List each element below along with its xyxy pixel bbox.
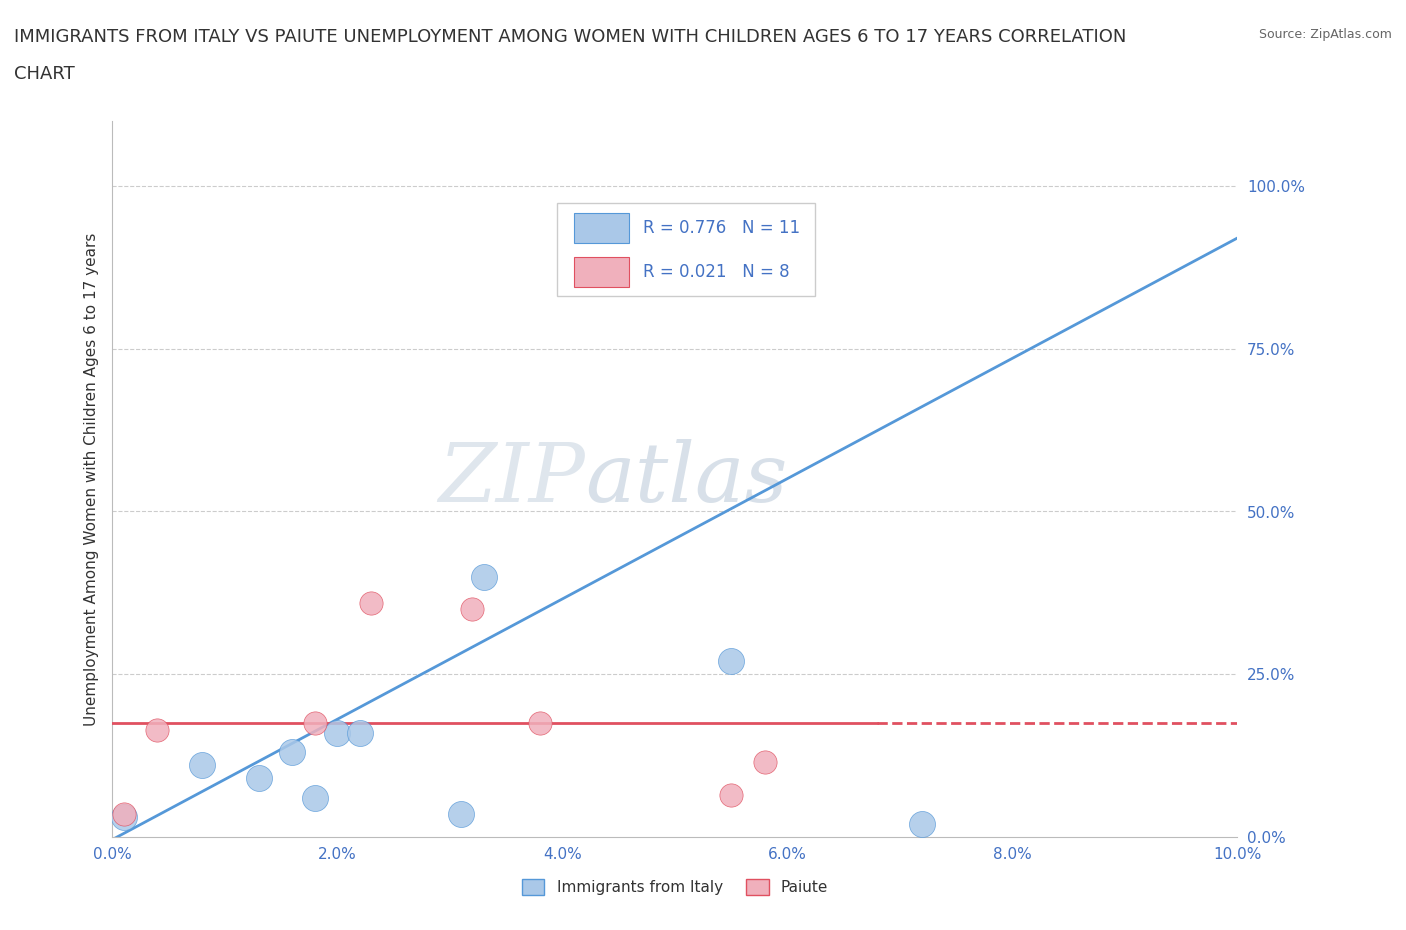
Point — [450, 807, 472, 822]
Point — [754, 755, 776, 770]
Text: IMMIGRANTS FROM ITALY VS PAIUTE UNEMPLOYMENT AMONG WOMEN WITH CHILDREN AGES 6 TO: IMMIGRANTS FROM ITALY VS PAIUTE UNEMPLOY… — [14, 28, 1126, 46]
Point — [112, 810, 135, 825]
Point — [472, 569, 495, 584]
Text: R = 0.776   N = 11: R = 0.776 N = 11 — [644, 219, 800, 236]
Point — [720, 787, 742, 802]
Text: ZIP: ZIP — [439, 439, 585, 519]
Point — [191, 758, 214, 773]
Text: R = 0.021   N = 8: R = 0.021 N = 8 — [644, 263, 790, 281]
Point — [247, 771, 270, 786]
Point — [281, 745, 304, 760]
Text: CHART: CHART — [14, 65, 75, 83]
Point — [304, 716, 326, 731]
Text: atlas: atlas — [585, 439, 787, 519]
Point — [720, 654, 742, 669]
Point — [326, 725, 349, 740]
Point — [461, 602, 484, 617]
Legend: Immigrants from Italy, Paiute: Immigrants from Italy, Paiute — [516, 872, 834, 901]
Point — [911, 817, 934, 831]
Point — [529, 716, 551, 731]
FancyBboxPatch shape — [557, 204, 815, 297]
FancyBboxPatch shape — [574, 213, 628, 243]
Y-axis label: Unemployment Among Women with Children Ages 6 to 17 years: Unemployment Among Women with Children A… — [83, 232, 98, 725]
Point — [360, 595, 382, 610]
FancyBboxPatch shape — [574, 257, 628, 287]
Point — [349, 725, 371, 740]
Point — [112, 807, 135, 822]
Text: Source: ZipAtlas.com: Source: ZipAtlas.com — [1258, 28, 1392, 41]
Point — [146, 722, 169, 737]
Point — [304, 790, 326, 805]
